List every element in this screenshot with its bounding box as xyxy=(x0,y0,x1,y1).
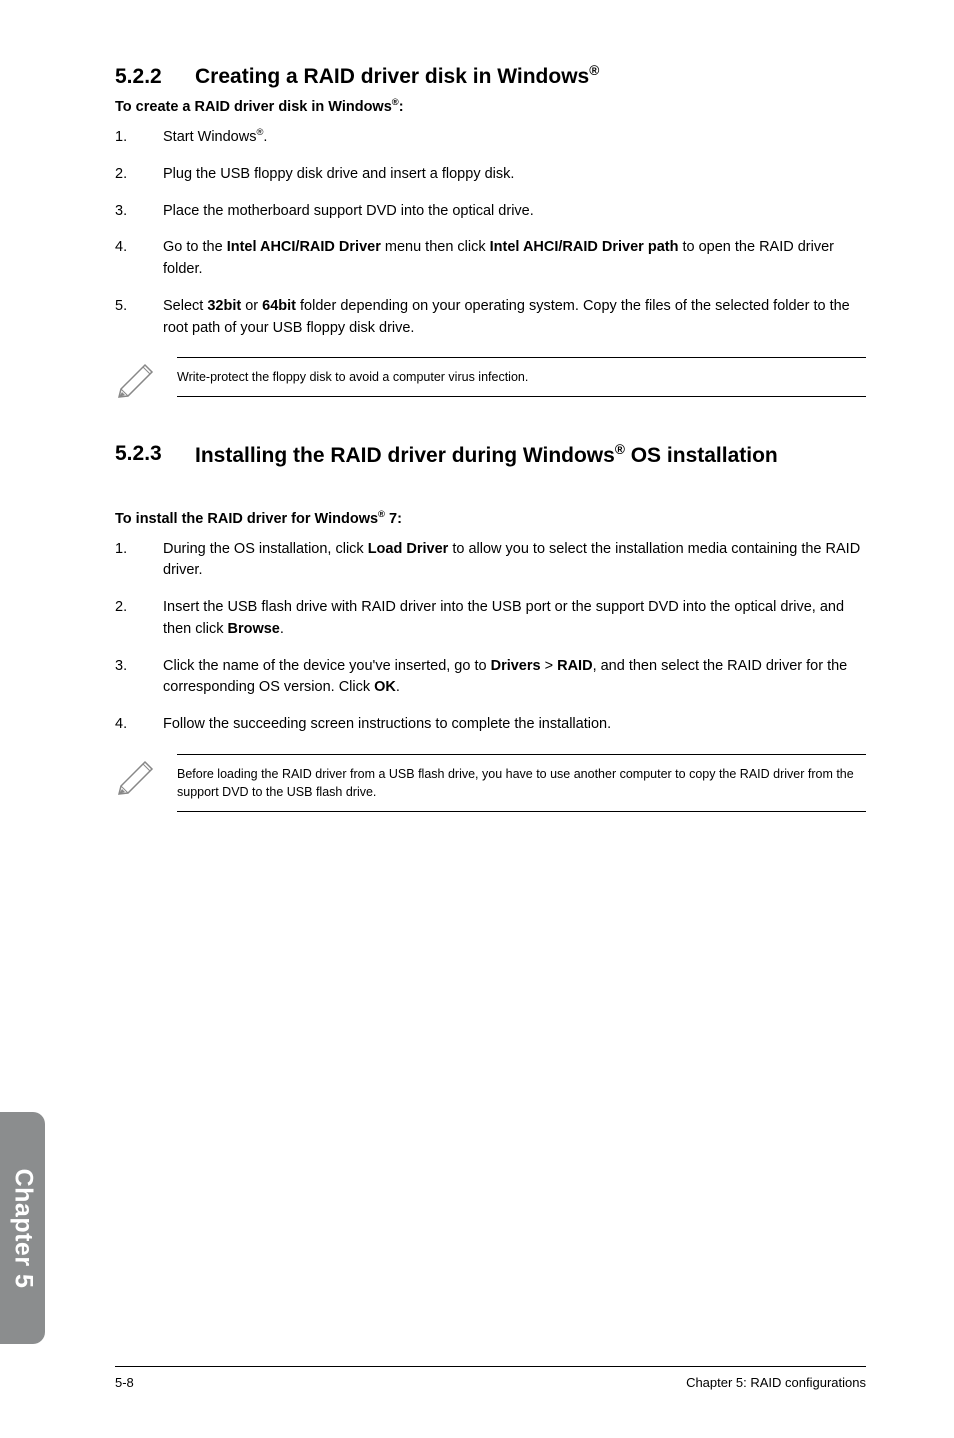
section-heading-2: 5.2.3 Installing the RAID driver during … xyxy=(115,442,866,470)
section-number: 5.2.2 xyxy=(115,65,195,89)
page-number: 5-8 xyxy=(115,1375,134,1390)
step-item: 3.Click the name of the device you've in… xyxy=(115,656,866,700)
page-footer: 5-8 Chapter 5: RAID configurations xyxy=(115,1366,866,1390)
section-title-text: Installing the RAID driver during Window… xyxy=(195,444,615,467)
pencil-icon xyxy=(115,357,177,404)
step-item: 4.Go to the Intel AHCI/RAID Driver menu … xyxy=(115,237,866,281)
chapter-tab-label: Chapter 5 xyxy=(8,1168,37,1288)
note-row-1: Write-protect the floppy disk to avoid a… xyxy=(115,357,866,404)
step-text: Select 32bit or 64bit folder depending o… xyxy=(163,296,866,340)
subheading-install: To install the RAID driver for Windows® … xyxy=(115,511,866,527)
step-text: Plug the USB floppy disk drive and inser… xyxy=(163,164,866,186)
step-item: 1.Start Windows®. xyxy=(115,127,866,149)
step-number: 2. xyxy=(115,597,163,641)
steps-list-2: 1.During the OS installation, click Load… xyxy=(115,539,866,736)
footer-text: Chapter 5: RAID configurations xyxy=(686,1375,866,1390)
steps-list-1: 1.Start Windows®.2.Plug the USB floppy d… xyxy=(115,127,866,339)
step-number: 3. xyxy=(115,656,163,700)
registered-mark: ® xyxy=(378,508,385,519)
step-number: 1. xyxy=(115,539,163,583)
step-number: 3. xyxy=(115,201,163,223)
step-item: 2.Plug the USB floppy disk drive and ins… xyxy=(115,164,866,186)
registered-mark: ® xyxy=(392,96,399,107)
step-number: 1. xyxy=(115,127,163,149)
step-text: Start Windows®. xyxy=(163,127,866,149)
section-number: 5.2.3 xyxy=(115,442,195,466)
subheading-colon: : xyxy=(399,99,404,115)
step-item: 4.Follow the succeeding screen instructi… xyxy=(115,714,866,736)
registered-mark: ® xyxy=(589,63,599,78)
step-number: 5. xyxy=(115,296,163,340)
subheading-text: To install the RAID driver for Windows xyxy=(115,511,378,527)
section-title-post: OS installation xyxy=(625,444,778,467)
step-number: 4. xyxy=(115,714,163,736)
registered-mark: ® xyxy=(615,442,625,457)
step-item: 2.Insert the USB flash drive with RAID d… xyxy=(115,597,866,641)
step-item: 3.Place the motherboard support DVD into… xyxy=(115,201,866,223)
step-item: 1.During the OS installation, click Load… xyxy=(115,539,866,583)
section-heading-1: 5.2.2 Creating a RAID driver disk in Win… xyxy=(115,65,866,89)
step-text: Go to the Intel AHCI/RAID Driver menu th… xyxy=(163,237,866,281)
subheading-post: 7: xyxy=(385,511,402,527)
pencil-icon xyxy=(115,754,177,801)
step-text: Place the motherboard support DVD into t… xyxy=(163,201,866,223)
step-number: 2. xyxy=(115,164,163,186)
note-row-2: Before loading the RAID driver from a US… xyxy=(115,754,866,812)
step-text: During the OS installation, click Load D… xyxy=(163,539,866,583)
step-item: 5.Select 32bit or 64bit folder depending… xyxy=(115,296,866,340)
step-text: Click the name of the device you've inse… xyxy=(163,656,866,700)
note-text-2: Before loading the RAID driver from a US… xyxy=(177,754,866,812)
step-text: Follow the succeeding screen instruction… xyxy=(163,714,866,736)
step-number: 4. xyxy=(115,237,163,281)
step-text: Insert the USB flash drive with RAID dri… xyxy=(163,597,866,641)
chapter-tab: Chapter 5 xyxy=(0,1112,45,1344)
section-title: Creating a RAID driver disk in Windows® xyxy=(195,65,599,89)
subheading-text: To create a RAID driver disk in Windows xyxy=(115,99,392,115)
note-text-1: Write-protect the floppy disk to avoid a… xyxy=(177,357,866,397)
section-title-text: Creating a RAID driver disk in Windows xyxy=(195,65,589,88)
section-title: Installing the RAID driver during Window… xyxy=(195,442,866,470)
subheading-create: To create a RAID driver disk in Windows®… xyxy=(115,99,866,115)
